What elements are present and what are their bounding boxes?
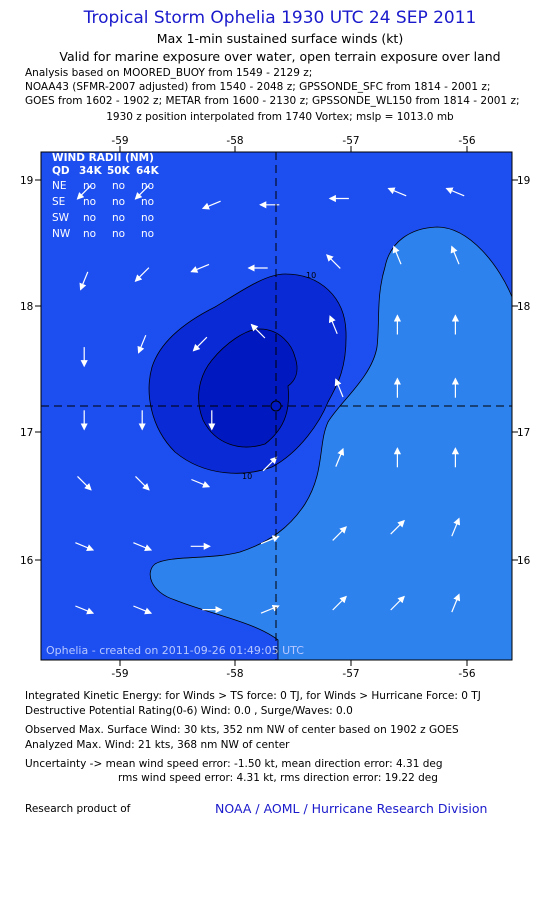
map-credit: Ophelia - created on 2011-09-26 01:49:05… (46, 644, 304, 657)
wind-vector-arrow (75, 605, 95, 615)
wind-vector-arrow (137, 334, 147, 354)
wind-radii-ne-label: NE (52, 180, 67, 192)
wind-radii-se-34k: no (83, 196, 96, 208)
analyzed-max-wind-line: Analyzed Max. Wind: 21 kts, 368 nm NW of… (25, 739, 290, 751)
ike-line: Integrated Kinetic Energy: for Winds > T… (25, 690, 481, 702)
wind-radii-nw-34k: no (83, 228, 96, 240)
bottom-lon-tick-4: -56 (458, 668, 475, 680)
left-lat-tick-2: 18 (20, 301, 33, 313)
wind-radii-nw-64k: no (141, 228, 154, 240)
top-lon-tick-2: -58 (226, 135, 243, 147)
wind-vector-arrow (260, 535, 280, 545)
wind-radii-title: WIND RADII (NM) (52, 152, 154, 164)
wind-vector-arrow (390, 519, 405, 535)
left-lat-tick-3: 17 (20, 427, 33, 439)
right-lat-tick-4: 16 (517, 555, 531, 567)
wind-vector-arrow (445, 187, 465, 197)
left-lat-tick-1: 19 (20, 175, 33, 187)
wind-vector-arrow (262, 456, 278, 472)
wind-vector-arrow (134, 184, 150, 200)
wind-vector-arrow (387, 187, 407, 197)
wind-vector-arrow (334, 378, 344, 398)
wind-vector-arrow (191, 478, 211, 488)
interpolation-note: 1930 z position interpolated from 1740 V… (106, 111, 454, 123)
wind-radii-header-50k: 50K (107, 165, 131, 177)
wind-vector-arrow (79, 271, 89, 291)
wind-radii-nw-50k: no (112, 228, 125, 240)
wind-vector-arrow (133, 605, 153, 615)
wind-vector-arrow (134, 267, 150, 282)
axis-ticks (35, 146, 518, 666)
bottom-lon-tick-2: -58 (226, 668, 243, 680)
wind-vector-arrow (192, 336, 208, 352)
wind-radii-ne-34k: no (83, 180, 96, 192)
top-lon-tick-3: -57 (342, 135, 359, 147)
destructive-potential-line: Destructive Potential Rating(0-6) Wind: … (25, 705, 353, 717)
observed-max-wind-line: Observed Max. Surface Wind: 30 kts, 352 … (25, 724, 459, 736)
uncertainty-mean-line: Uncertainty -> mean wind speed error: -1… (25, 758, 443, 770)
wind-radii-sw-64k: no (141, 212, 154, 224)
wind-vector-arrow (76, 184, 92, 200)
wind-map: 10 10 WIND RADII (NM) QD 34K 50K 64K NE … (0, 132, 560, 692)
footer-label: Research product of (25, 803, 131, 815)
light-wind-region (149, 226, 512, 660)
wind-vector-arrow (77, 475, 92, 491)
wind-vector-arrow (335, 447, 345, 467)
wind-radii-sw-label: SW (52, 212, 70, 224)
page-title: Tropical Storm Ophelia 1930 UTC 24 SEP 2… (83, 8, 477, 28)
wind-radii-header-qd: QD (52, 165, 70, 177)
subtitle-exposure: Valid for marine exposure over water, op… (59, 49, 501, 64)
wind-vector-arrow (392, 245, 402, 265)
right-lat-tick-1: 19 (517, 175, 530, 187)
wind-vector-arrow (133, 542, 153, 552)
wind-vector-arrow (451, 593, 461, 613)
wind-radii-header-34k: 34K (79, 165, 103, 177)
analysis-line-1: Analysis based on MOORED_BUOY from 1549 … (25, 67, 313, 79)
wind-vector-arrow (332, 526, 347, 541)
wind-vector-arrow (75, 542, 95, 552)
map-frame (40, 151, 513, 661)
contour-label-south: 10 (242, 472, 252, 481)
bottom-lon-tick-1: -59 (111, 668, 128, 680)
wind-vector-arrow (451, 517, 461, 537)
wind-vector-arrow (135, 475, 150, 491)
top-lon-tick-4: -56 (458, 135, 475, 147)
analysis-line-2: NOAA43 (SFMR-2007 adjusted) from 1540 - … (25, 81, 491, 93)
analysis-line-3: GOES from 1602 - 1902 z; METAR from 1600… (25, 95, 520, 107)
uncertainty-rms-line: rms wind speed error: 4.31 kt, rms direc… (118, 772, 438, 784)
contour-band-20 (198, 328, 298, 448)
right-lat-tick-2: 18 (517, 301, 530, 313)
left-lat-tick-4: 16 (20, 555, 34, 567)
contour-label-north: 10 (306, 271, 316, 280)
storm-center-marker (270, 400, 282, 412)
wind-vector-arrow (190, 263, 210, 273)
wind-vector-arrow (390, 595, 405, 611)
wind-radii-ne-50k: no (112, 180, 125, 192)
wind-radii-se-50k: no (112, 196, 125, 208)
wind-vector-arrow (201, 200, 221, 210)
wind-radii-header-64k: 64K (136, 165, 160, 177)
wind-radii-nw-label: NW (52, 228, 71, 240)
wind-radii-se-64k: no (141, 196, 154, 208)
bottom-lon-tick-3: -57 (342, 668, 359, 680)
top-lon-tick-1: -59 (111, 135, 128, 147)
wind-vector-arrow (332, 595, 347, 611)
wind-radii-se-label: SE (52, 196, 65, 208)
wind-vector-arrow (328, 315, 338, 335)
right-lat-tick-3: 17 (517, 427, 530, 439)
noaa-aoml-link[interactable]: NOAA / AOML / Hurricane Research Divisio… (215, 801, 488, 816)
wind-radii-sw-50k: no (112, 212, 125, 224)
wind-vector-arrow (326, 254, 341, 269)
wind-radii-sw-34k: no (83, 212, 96, 224)
wind-vector-arrow (450, 245, 460, 265)
wind-radii-table: WIND RADII (NM) QD 34K 50K 64K NE no no … (52, 152, 160, 240)
wind-radii-ne-64k: no (141, 180, 154, 192)
wind-map-svg: 10 10 WIND RADII (NM) QD 34K 50K 64K NE … (20, 135, 531, 680)
wind-vector-arrow (250, 323, 266, 339)
subtitle-wind-type: Max 1-min sustained surface winds (kt) (156, 31, 404, 46)
